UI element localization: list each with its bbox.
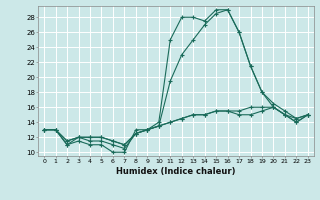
X-axis label: Humidex (Indice chaleur): Humidex (Indice chaleur) — [116, 167, 236, 176]
